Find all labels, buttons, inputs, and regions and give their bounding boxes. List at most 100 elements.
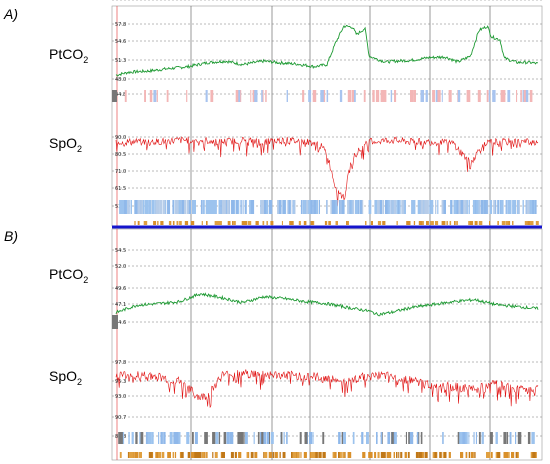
event-a-bottom-49	[270, 221, 273, 225]
event-a-co2-13	[394, 90, 397, 102]
event-a-bottom-56	[168, 221, 171, 225]
event-a-spo2-13	[125, 200, 127, 214]
event-b-spo2-66	[475, 432, 477, 444]
event-b-spo2-53	[230, 432, 234, 444]
event-b-bottom-131	[418, 452, 422, 458]
event-b-spo2-30	[393, 432, 396, 444]
event-b-spo2-67	[204, 432, 208, 444]
event-b-bottom-55	[193, 452, 197, 458]
event-b-spo2-49	[442, 432, 444, 444]
event-a-spo2-212	[425, 200, 429, 214]
event-a-spo2-218	[387, 200, 390, 214]
event-a-spo2-89	[435, 200, 437, 214]
event-a-bottom-82	[153, 221, 157, 225]
event-a-co2-50	[326, 90, 329, 102]
event-a-co2-17	[414, 90, 416, 102]
event-a-spo2-237	[174, 200, 177, 214]
event-a-spo2-246	[304, 200, 306, 214]
event-b-bottom-82	[503, 452, 506, 458]
event-a-bottom-32	[160, 221, 164, 225]
event-b-bottom-108	[468, 452, 471, 458]
event-a-bottom-66	[426, 221, 428, 225]
event-b-bottom-71	[338, 452, 341, 458]
event-b-spo2-12	[299, 432, 302, 444]
event-a-spo2-39	[382, 200, 384, 214]
event-a-spo2-164	[315, 200, 318, 214]
event-b-spo2-42	[420, 432, 423, 444]
event-b-spo2-84	[464, 432, 468, 444]
event-b-spo2-109	[243, 432, 245, 444]
event-b-spo2-45	[405, 432, 407, 444]
event-b-bottom-75	[313, 452, 316, 458]
series-line-1-0	[115, 136, 539, 206]
event-a-bottom-73	[441, 221, 446, 225]
event-a-spo2-16	[130, 200, 132, 214]
event-a-spo2-142	[437, 200, 439, 214]
event-b-bottom-154	[251, 452, 254, 458]
event-a-co2-39	[507, 90, 509, 102]
event-a-spo2-217	[512, 200, 516, 214]
event-a-co2-11	[308, 90, 312, 102]
tick-label-1-2: 71.0	[115, 169, 126, 175]
event-a-spo2-188	[231, 200, 235, 214]
tick-label-0-1: 54.6	[115, 39, 126, 45]
event-a-co2-65	[432, 90, 435, 102]
event-a-co2-49	[441, 90, 443, 102]
event-a-co2-6	[488, 90, 491, 102]
event-a-co2-45	[312, 90, 317, 102]
event-b-bottom-95	[370, 452, 373, 458]
event-b-bottom-142	[293, 452, 297, 458]
event-a-spo2-252	[347, 200, 350, 214]
event-a-bottom-18	[176, 221, 179, 225]
event-b-spo2-44	[527, 432, 531, 444]
event-b-spo2-31	[366, 432, 369, 444]
event-b-spo2-5	[352, 432, 355, 444]
event-a-co2-61	[457, 90, 461, 102]
tick-label-1-0: 90.0	[115, 135, 126, 141]
event-a-spo2-241	[172, 200, 175, 214]
event-a-spo2-179	[119, 200, 122, 214]
event-b-bottom-90	[305, 452, 307, 458]
event-a-spo2-4	[474, 200, 478, 214]
event-b-spo2-73	[195, 432, 198, 444]
event-b-spo2-77	[169, 432, 173, 444]
event-b-bottom-61	[172, 452, 174, 458]
event-a-bottom-29	[329, 221, 331, 225]
event-b-spo2-46	[120, 432, 124, 444]
event-a-bottom-26	[489, 221, 491, 225]
event-b-spo2-79	[151, 432, 153, 444]
event-a-spo2-247	[209, 200, 212, 214]
event-a-bottom-34	[507, 221, 511, 225]
event-a-spo2-67	[249, 200, 251, 214]
event-b-spo2-71	[341, 432, 343, 444]
event-a-bottom-6	[497, 221, 499, 225]
event-b-bottom-84	[460, 452, 464, 458]
event-a-co2-64	[492, 90, 495, 102]
event-b-bottom-26	[344, 452, 346, 458]
event-b-spo2-51	[245, 432, 247, 444]
tick-label-2-1: 52.0	[115, 264, 126, 270]
event-a-spo2-239	[291, 200, 293, 214]
event-a-co2-27	[375, 90, 380, 102]
event-b-spo2-99	[216, 432, 219, 444]
event-a-bottom-45	[303, 221, 307, 225]
event-b-spo2-37	[147, 432, 152, 444]
event-b-spo2-97	[227, 432, 230, 444]
event-a-bottom-2	[201, 221, 203, 225]
event-a-co2-29	[523, 90, 526, 102]
event-a-spo2-210	[152, 200, 154, 214]
event-b-spo2-92	[266, 432, 269, 444]
event-a-spo2-232	[208, 200, 210, 214]
event-a-spo2-255	[251, 200, 255, 214]
event-a-spo2-209	[222, 200, 226, 214]
event-b-spo2-43	[312, 432, 314, 444]
event-a-bottom-21	[179, 221, 182, 225]
frame-a	[111, 5, 543, 227]
event-b-spo2-14	[186, 432, 190, 444]
event-b-spo2-54	[309, 432, 312, 444]
event-a-spo2-230	[205, 200, 207, 214]
event-b-bottom-144	[272, 452, 275, 458]
event-b-spo2-58	[519, 432, 522, 444]
event-a-bottom-27	[262, 221, 265, 225]
